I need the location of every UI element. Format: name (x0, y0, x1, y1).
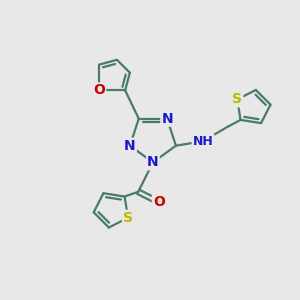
Text: N: N (161, 112, 173, 126)
Text: O: O (153, 195, 165, 209)
Text: NH: NH (193, 135, 213, 148)
Text: O: O (93, 83, 105, 98)
Text: N: N (147, 155, 159, 170)
Text: S: S (232, 92, 242, 106)
Text: N: N (124, 139, 136, 153)
Text: S: S (123, 211, 133, 225)
